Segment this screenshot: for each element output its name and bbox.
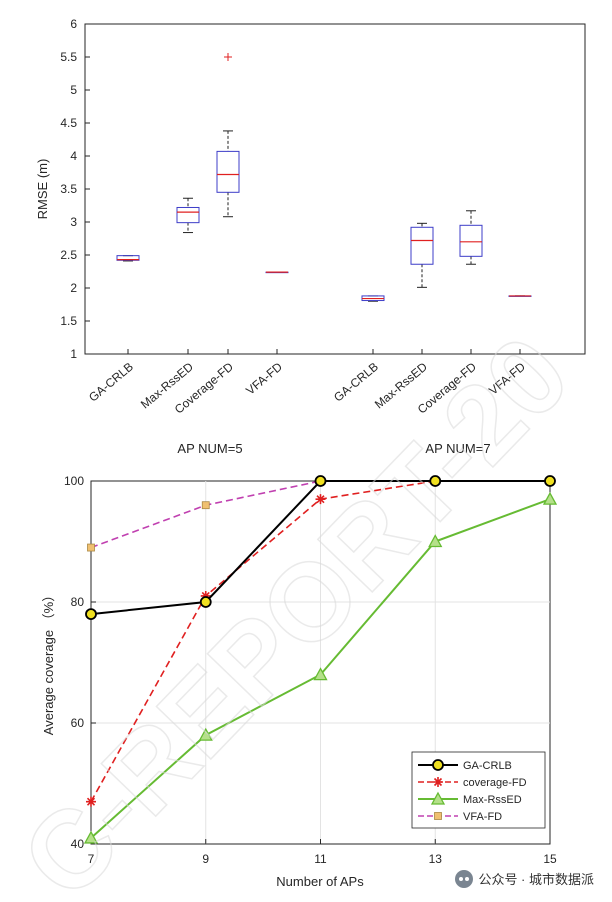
boxplot-y-axis-label: RMSE (m) (35, 159, 50, 220)
linechart-y-tick-label: 80 (71, 595, 85, 609)
series-marker-ga-crlb (544, 475, 556, 487)
legend-marker (432, 759, 444, 771)
legend-marker (434, 812, 442, 820)
boxplot-x-tick-label: VFA-FD (486, 359, 528, 397)
series-marker-max-rssed (313, 667, 328, 681)
legend: GA-CRLB coverage-FD Max-RssED VFA-FD (411, 751, 546, 829)
linechart-y-tick-label: 100 (64, 474, 84, 488)
series-marker-max-rssed (542, 491, 558, 505)
series-marker-ga-crlb (199, 596, 212, 608)
linechart-series (83, 475, 558, 844)
group-label-ap7: AP NUM=7 (425, 441, 490, 456)
series-marker-max-rssed (428, 534, 443, 548)
series-marker-ga-crlb (85, 608, 97, 620)
rmse-boxplot: 11.522.533.544.555.56 GA-CRLB Max-RssEDCo… (35, 17, 586, 456)
linechart-x-tick-label: 13 (429, 852, 443, 866)
box-iqr (410, 226, 434, 265)
legend-marker (430, 791, 446, 805)
linechart-x-tick-label: 9 (202, 852, 209, 866)
boxplot-x-tick-label: VFA-FD (243, 359, 285, 397)
linechart-x-tick-label: 15 (543, 852, 557, 866)
boxplot-y-tick-label: 3.5 (60, 182, 77, 196)
legend-entry-label: GA-CRLB (463, 760, 512, 772)
linechart-y-tick-label: 40 (71, 837, 85, 851)
series-marker-vfa-fd (201, 501, 210, 510)
boxplot-x-tick-label: GA-CRLB (86, 360, 136, 405)
box-iqr (116, 255, 140, 261)
box-outlier (224, 53, 232, 61)
boxplot-y-ticks: 1 1.5 2 2.5 3 3.5 4 4.5 5 5.5 6 (60, 17, 90, 361)
boxplot-y-tick-label: 1 (70, 347, 77, 361)
linechart-y-tick-label: 60 (71, 716, 85, 730)
source-credit-text: 公众号 · 城市数据派 (478, 872, 594, 887)
series-marker-vfa-fd (87, 543, 95, 552)
legend-entry-label: Max-RssED (463, 794, 522, 806)
coverage-line-chart: 7 9 11 13 15 40 60 80 100 Number of APs Average … (41, 474, 558, 889)
boxplot-axes-frame (84, 23, 586, 355)
series-marker-max-rssed (198, 727, 213, 741)
linechart-y-axis-label: Average coverage （%） (41, 589, 56, 735)
boxplot-y-tick-label: 2 (70, 281, 77, 295)
boxplot-y-tick-label: 3 (70, 215, 77, 229)
linechart-x-axis-label: Number of APs (276, 874, 364, 889)
series-marker-coverage-fd (200, 590, 211, 601)
series-marker-ga-crlb (429, 475, 442, 487)
boxplot-y-tick-label: 4.5 (60, 116, 77, 130)
group-label-ap5: AP NUM=5 (177, 441, 242, 456)
box-iqr (176, 206, 200, 224)
linechart-ticks: 7 9 11 13 15 40 60 80 100 (64, 474, 557, 866)
box-iqr (459, 224, 483, 257)
boxplot-y-tick-label: 4 (70, 149, 77, 163)
boxplot-y-tick-label: 2.5 (60, 248, 77, 262)
boxplot-y-tick-label: 6 (70, 17, 77, 31)
legend-marker (433, 777, 443, 787)
source-credit: 公众号 · 城市数据派 (455, 869, 594, 888)
linechart-x-tick-label: 11 (314, 852, 327, 866)
series-marker-max-rssed (83, 830, 99, 844)
legend-entry-label: VFA-FD (463, 811, 502, 823)
wechat-icon (455, 869, 474, 888)
series-marker-coverage-fd (86, 796, 96, 807)
legend-entry-label: coverage-FD (463, 777, 527, 789)
boxplot-y-tick-label: 5.5 (60, 50, 77, 64)
boxplot-y-tick-label: 5 (70, 83, 77, 97)
boxplot-y-tick-label: 1.5 (60, 314, 77, 328)
linechart-x-tick-label: 7 (88, 852, 95, 866)
series-marker-ga-crlb (314, 475, 327, 487)
series-line-vfa-fd (90, 480, 550, 549)
boxplot-boxes (116, 53, 532, 302)
box-iqr (216, 150, 240, 193)
boxplot-x-tick-label: GA-CRLB (331, 360, 381, 405)
series-marker-coverage-fd (315, 494, 326, 505)
